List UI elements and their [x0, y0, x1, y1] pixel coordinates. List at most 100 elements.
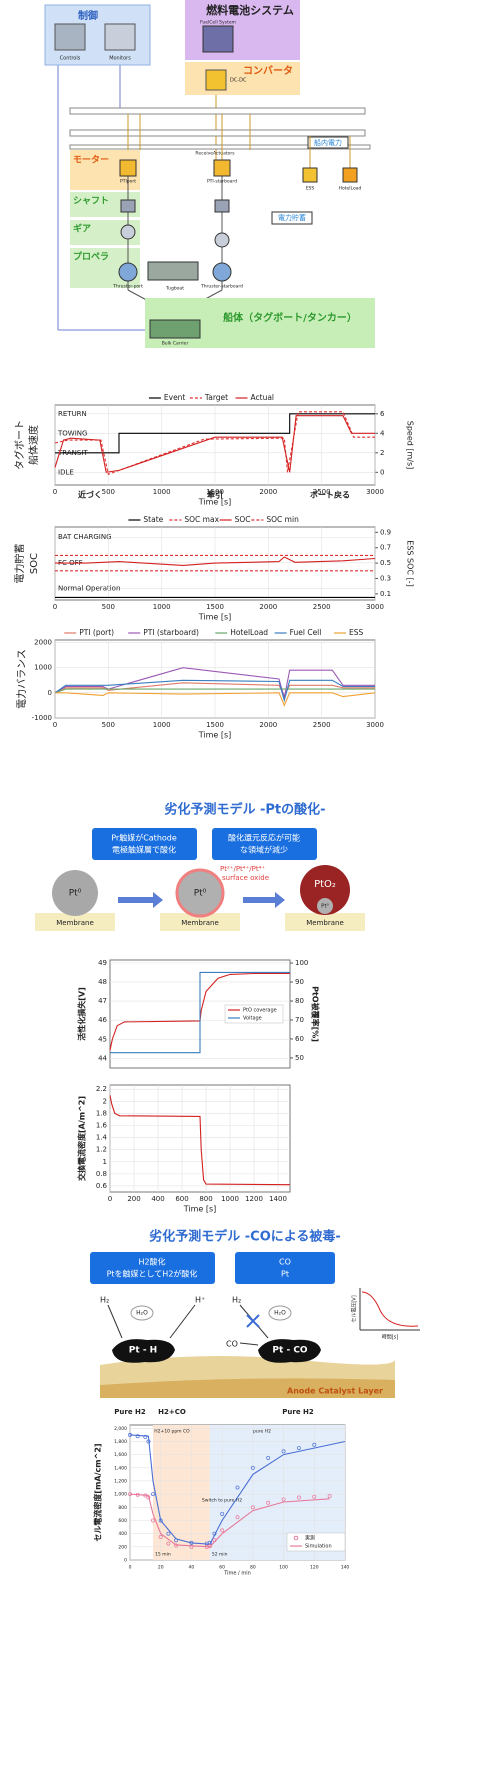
propeller-icon: [118, 262, 138, 282]
legend-label: PTI (port): [79, 628, 114, 637]
data-point: [235, 1515, 240, 1520]
note-box: [235, 1252, 335, 1284]
legend-label: PTI (starboard): [143, 628, 199, 637]
x-tick-label: 80: [250, 1565, 256, 1571]
y-axis-label: SOC: [29, 553, 40, 574]
x-tick-label: 1500: [206, 488, 224, 496]
x-tick-label: 1500: [206, 603, 224, 611]
propeller-icon: [212, 262, 232, 282]
data-point: [266, 1455, 271, 1460]
series-line: [54, 667, 375, 699]
x-tick-label: 120: [310, 1565, 319, 1571]
component-label: FuelCell System: [200, 20, 236, 26]
series-line: [54, 682, 375, 697]
storage-label: 電力貯蓄: [278, 213, 306, 222]
data-point: [151, 1518, 155, 1523]
label-box: [271, 211, 313, 225]
y-tick-label: 1,800: [114, 1439, 127, 1445]
species-label: H₂O: [274, 1310, 286, 1317]
annotation: pure H2: [253, 1429, 271, 1435]
data-point: [158, 1535, 163, 1539]
data-point: [281, 1497, 286, 1502]
legend-label: SOC max: [184, 515, 219, 524]
y2-axis-label: Speed [m/s]: [406, 421, 415, 470]
bus-label: ReceiveActuators: [195, 151, 235, 157]
x-tick-label: 0: [53, 721, 57, 729]
x-axis-label: Time [s]: [198, 613, 232, 622]
particle-label: Pt⁰: [321, 903, 329, 910]
x-tick-label: 140: [341, 1565, 350, 1571]
legend-swatch: [293, 1535, 299, 1541]
series-line: [54, 688, 375, 694]
series-line: [54, 679, 375, 703]
x-tick-label: 200: [127, 1195, 140, 1203]
x-tick-label: 500: [102, 603, 115, 611]
y-tick-label: 2: [103, 1097, 107, 1105]
shaft-icon: [214, 199, 230, 213]
x-axis-label: Time [s]: [198, 731, 232, 740]
y2-tick-label: 60: [295, 1035, 304, 1043]
site-label: Pt - CO: [272, 1346, 308, 1356]
component-label: Tugboat: [165, 286, 184, 292]
inset-curve: [361, 1291, 419, 1327]
x-tick-label: 1200: [245, 1195, 263, 1203]
series-line: [110, 971, 290, 1054]
onboard-power-label: 船内電力: [314, 138, 342, 147]
data-point: [143, 1434, 148, 1439]
component-label: Thruster-port: [112, 284, 143, 290]
co-poisoning: 劣化予測モデル -COによる被毒- H2酸化 Ptを触媒としてH2が酸化 CO …: [90, 1229, 420, 1398]
y2-axis-label: PtO被覆率[%]: [311, 986, 321, 1042]
gear-icon: [120, 224, 136, 240]
membrane-label: Membrane: [56, 919, 94, 927]
bus-bar: [69, 144, 371, 150]
motor-icon: [213, 159, 231, 177]
legend-label: 実測: [305, 1535, 315, 1542]
site-label: Pt - H: [129, 1346, 157, 1356]
data-point: [135, 1434, 140, 1439]
x-tick-label: 500: [102, 721, 115, 729]
x-tick-label: 0: [108, 1195, 112, 1203]
note-box: [212, 828, 317, 860]
y2-axis-label: ESS SOC [-]: [406, 540, 415, 586]
y-tick-label: 1.2: [96, 1146, 107, 1154]
oxide-label: surface oxide: [222, 874, 269, 882]
note-box: [90, 1252, 215, 1284]
y-tick-label: TOWING: [57, 429, 87, 437]
component-label: Controls: [60, 56, 81, 62]
shaft-icon: [120, 199, 136, 213]
ess-icon: [302, 167, 318, 183]
series-line: [55, 556, 376, 566]
legend-label: Target: [204, 393, 228, 402]
x-tick-label: 1000: [153, 488, 171, 496]
x-tick-label: 60: [219, 1565, 225, 1571]
pt-oxidation: 劣化予測モデル -Ptの酸化- Pr触媒がCathode 電極触媒層で酸化 酸化…: [35, 802, 365, 931]
series-line: [129, 1434, 346, 1545]
note-text: 酸化還元反応が可能: [228, 833, 300, 843]
legend-label: SOC min: [266, 515, 299, 524]
y-tick-label: 1,400: [114, 1465, 127, 1471]
group-label: プロペラ: [73, 251, 109, 263]
y-tick-label: 45: [98, 1035, 107, 1043]
y2-tick-label: 0.3: [380, 574, 391, 582]
fuel-cell-icon: [202, 25, 234, 53]
control-title: 制御: [78, 9, 98, 22]
membrane: [285, 913, 365, 931]
y-tick-label: 1.4: [96, 1134, 108, 1142]
data-point: [296, 1495, 301, 1500]
note-text: な領域が減少: [240, 845, 288, 855]
system-diagram: 制御 Controls Monitors 燃料電池システム FuelCell S…: [44, 0, 375, 348]
species-label: H₂: [232, 1296, 241, 1305]
component-label: DC-DC: [230, 78, 247, 84]
y-tick-label: 1.8: [96, 1109, 107, 1117]
note-text: Pt: [281, 1270, 289, 1279]
y-tick-label: 1: [103, 1158, 107, 1166]
x-tick-label: 1400: [269, 1195, 287, 1203]
data-point: [220, 1528, 225, 1533]
x-tick-label: 400: [151, 1195, 164, 1203]
membrane-label: Membrane: [181, 919, 219, 927]
x-tick-label: 2000: [259, 603, 277, 611]
data-point: [166, 1541, 171, 1546]
series-line: [109, 972, 290, 1051]
oxide-label: Pt²⁺/Pt⁴⁺/Pt⁴⁺: [220, 865, 265, 873]
